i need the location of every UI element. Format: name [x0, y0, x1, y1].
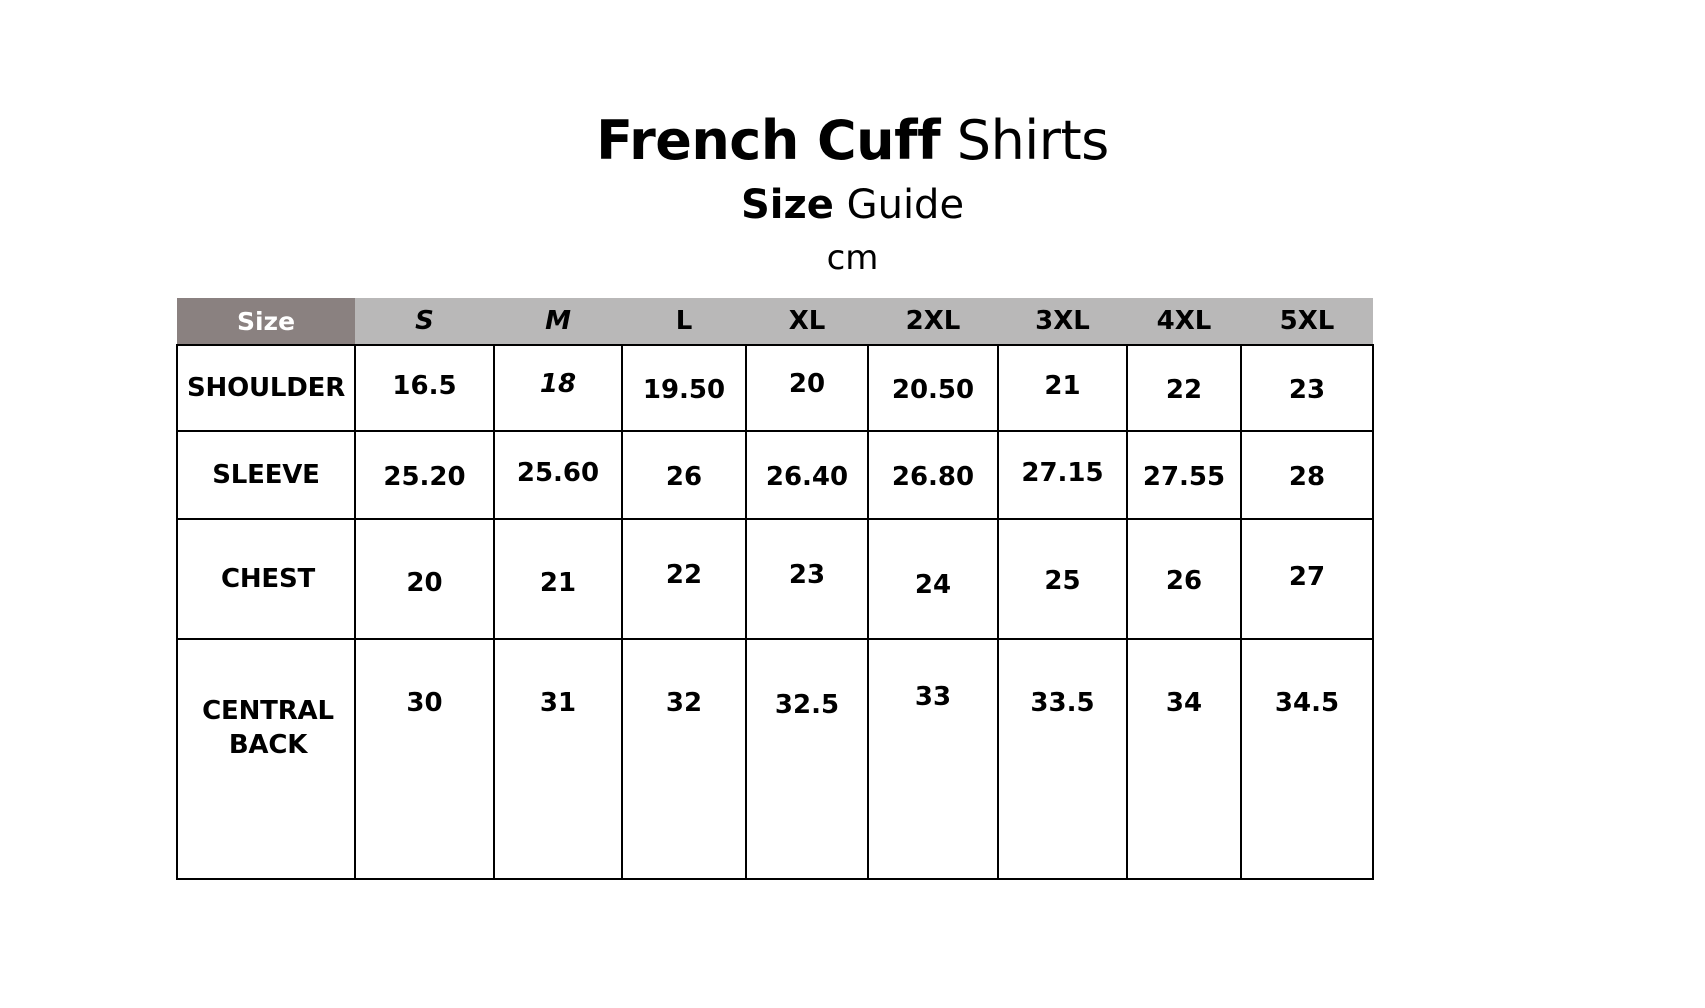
row-label-chest: CHEST	[176, 518, 356, 640]
cell-central-back-3xl: 33.5	[997, 638, 1128, 880]
size-table-container: Size S M L XL 2XL 3XL 4XL 5XL SHOULDER 1…	[176, 298, 1374, 880]
cell-shoulder-5xl: 23	[1240, 344, 1374, 432]
size-table: Size S M L XL 2XL 3XL 4XL 5XL SHOULDER 1…	[176, 298, 1374, 880]
row-label-central-back-line1: CENTRAL	[202, 696, 334, 726]
unit-label: cm	[826, 238, 879, 278]
cell-central-back-5xl: 34.5	[1240, 638, 1374, 880]
cell-sleeve-s: 25.20	[354, 430, 495, 520]
cell-shoulder-s: 16.5	[354, 344, 495, 432]
cell-sleeve-xl: 26.40	[745, 430, 869, 520]
cell-shoulder-m: 18	[493, 344, 623, 432]
cell-sleeve-5xl: 28	[1240, 430, 1374, 520]
cell-sleeve-l: 26	[621, 430, 747, 520]
page-title-light: Shirts	[956, 109, 1110, 172]
cell-central-back-m: 31	[493, 638, 623, 880]
cell-chest-2xl: 24	[867, 518, 999, 640]
page-subtitle: Size Guide	[0, 180, 1705, 230]
header-cell-l: L	[622, 298, 746, 345]
cell-chest-l: 22	[621, 518, 747, 640]
cell-sleeve-2xl: 26.80	[867, 430, 999, 520]
header-cell-size: Size	[177, 298, 355, 345]
cell-shoulder-xl: 20	[745, 344, 869, 432]
page-subtitle-light: Guide	[846, 182, 965, 228]
cell-chest-5xl: 27	[1240, 518, 1374, 640]
cell-central-back-xl: 32.5	[745, 638, 869, 880]
cell-chest-s: 20	[354, 518, 495, 640]
row-label-shoulder: SHOULDER	[176, 344, 356, 432]
cell-central-back-s: 30	[354, 638, 495, 880]
page-title: French Cuff Shirts	[0, 108, 1705, 174]
cell-shoulder-4xl: 22	[1126, 344, 1242, 432]
table-row-shoulder: SHOULDER 16.5 18 19.50 20 20.50 21 22 23	[176, 344, 1374, 432]
row-label-central-back-line2: BACK	[228, 730, 308, 760]
cell-chest-m: 21	[493, 518, 623, 640]
cell-sleeve-3xl: 27.15	[997, 430, 1128, 520]
cell-sleeve-4xl: 27.55	[1126, 430, 1242, 520]
cell-chest-xl: 23	[745, 518, 869, 640]
header-cell-2xl: 2XL	[868, 298, 998, 345]
header-cell-4xl: 4XL	[1127, 298, 1241, 345]
row-label-sleeve: SLEEVE	[176, 430, 356, 520]
title-block: French Cuff Shirts Size Guide cm	[0, 108, 1705, 280]
header-cell-m: M	[494, 298, 622, 345]
cell-central-back-l: 32	[621, 638, 747, 880]
cell-central-back-4xl: 34	[1126, 638, 1242, 880]
header-cell-s: S	[355, 298, 494, 345]
cell-shoulder-l: 19.50	[621, 344, 747, 432]
page-subtitle-spacer	[834, 182, 847, 228]
cell-chest-3xl: 25	[997, 518, 1128, 640]
page-title-strong: French Cuff	[596, 109, 941, 172]
cell-shoulder-2xl: 20.50	[867, 344, 999, 432]
cell-chest-4xl: 26	[1126, 518, 1242, 640]
page-subtitle-strong: Size	[740, 182, 834, 228]
cell-central-back-2xl: 33	[867, 638, 999, 880]
table-row-sleeve: SLEEVE 25.20 25.60 26 26.40 26.80 27.15 …	[176, 430, 1374, 520]
table-header-row: Size S M L XL 2XL 3XL 4XL 5XL	[177, 298, 1373, 345]
cell-shoulder-3xl: 21	[997, 344, 1128, 432]
header-cell-5xl: 5XL	[1241, 298, 1373, 345]
row-label-central-back: CENTRAL BACK	[176, 638, 356, 880]
table-row-central-back: CENTRAL BACK 30 31 32 32.5 33 33.5 34 34…	[176, 638, 1374, 880]
header-cell-xl: XL	[746, 298, 868, 345]
page-title-light-spacer	[940, 109, 957, 172]
header-cell-3xl: 3XL	[998, 298, 1127, 345]
cell-sleeve-m: 25.60	[493, 430, 623, 520]
table-row-chest: CHEST 20 21 22 23 24 25 26 27	[176, 518, 1374, 640]
